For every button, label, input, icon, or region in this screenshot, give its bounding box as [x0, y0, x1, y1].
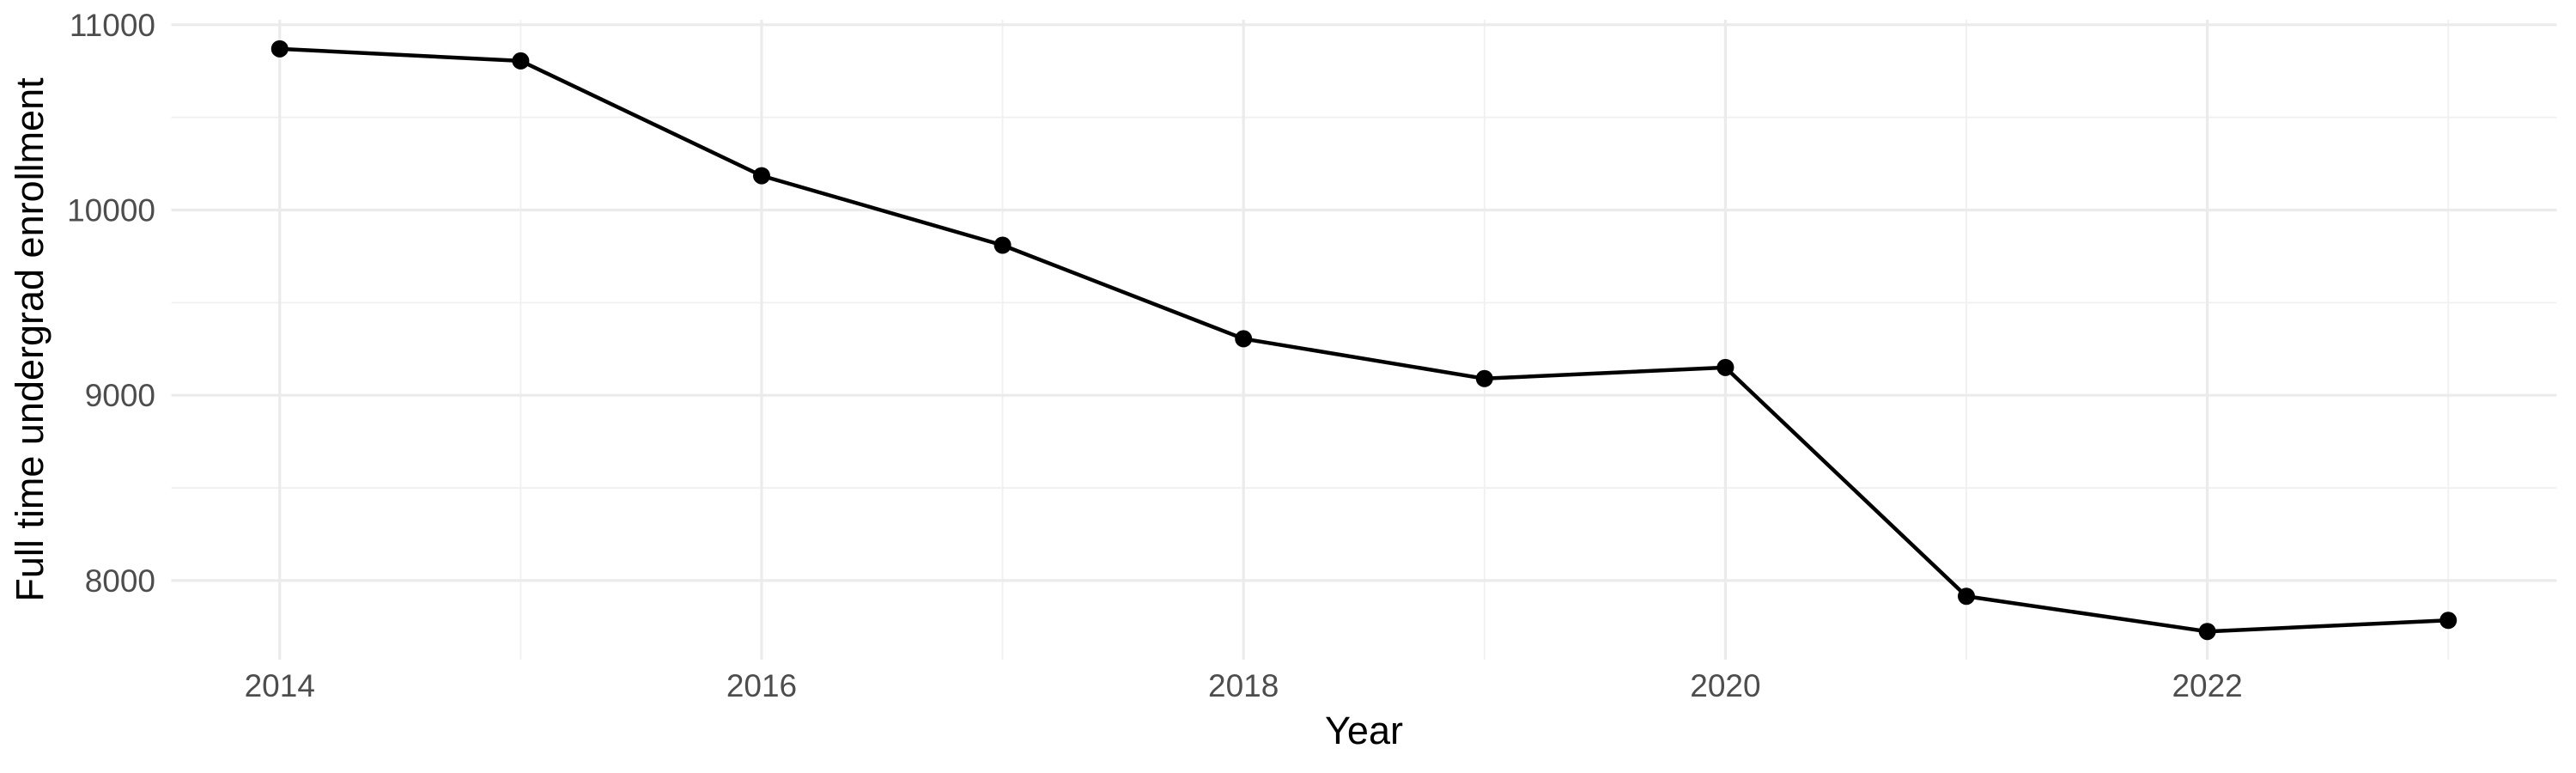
- x-tick-label-2014: 2014: [245, 668, 315, 703]
- data-point-2019: [1475, 369, 1493, 387]
- data-point-2015: [512, 52, 530, 70]
- y-tick-label-8000: 8000: [85, 563, 155, 599]
- x-axis-title: Year: [1325, 709, 1403, 752]
- y-axis-title: Full time undergrad enrollment: [8, 77, 52, 602]
- data-point-2018: [1235, 330, 1253, 348]
- data-point-2014: [270, 40, 289, 58]
- data-point-2017: [993, 236, 1012, 254]
- y-tick-label-10000: 10000: [67, 193, 155, 228]
- x-tick-label-2020: 2020: [1690, 668, 1760, 703]
- data-point-2016: [752, 167, 770, 185]
- x-tick-label-2018: 2018: [1208, 668, 1279, 703]
- trend-line: [279, 46, 2449, 634]
- y-tick-label-9000: 9000: [85, 378, 155, 413]
- x-tick-label-2022: 2022: [2172, 668, 2242, 703]
- data-point-2022: [2198, 623, 2216, 641]
- y-tick-label-11000: 11000: [70, 8, 155, 43]
- data-point-2021: [1958, 587, 1976, 606]
- data-point-2020: [1716, 358, 1735, 376]
- x-tick-label-2016: 2016: [726, 668, 797, 703]
- data-point-2023: [2439, 612, 2458, 630]
